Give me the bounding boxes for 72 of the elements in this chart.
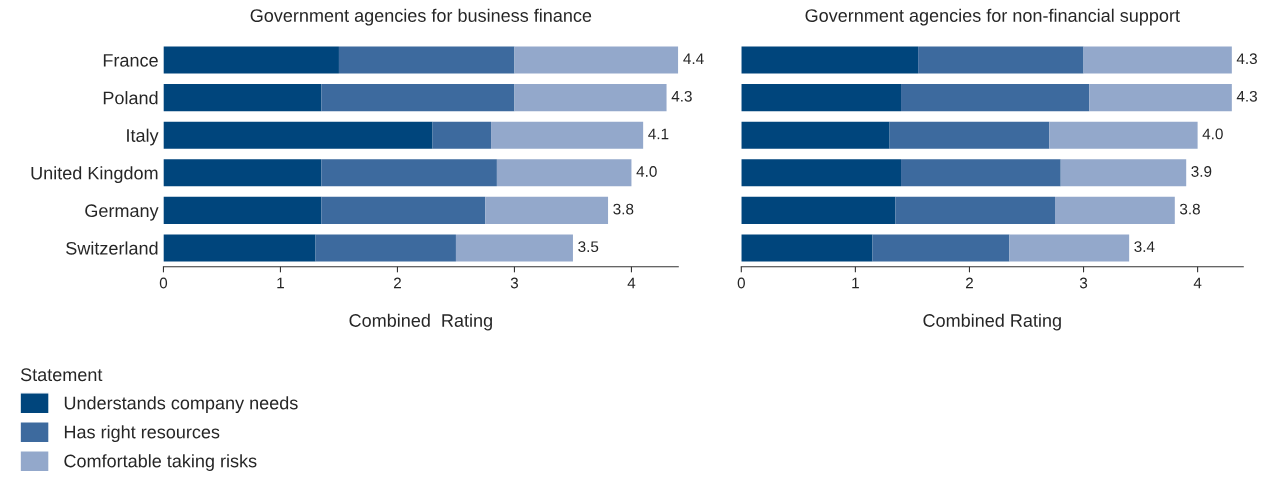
x-tick-label: 3	[1079, 277, 1088, 289]
bar	[514, 46, 679, 74]
bar	[514, 84, 667, 112]
total-label: 4.1	[648, 128, 669, 140]
legend-label: Understands company needs	[64, 396, 298, 414]
x-tick-label: 1	[852, 277, 859, 289]
bar	[1089, 84, 1232, 112]
legend-title: Statement	[20, 368, 103, 382]
x-tick-label: 4	[1193, 277, 1202, 289]
bar	[163, 234, 316, 262]
bar	[163, 159, 322, 187]
bar	[1009, 234, 1130, 262]
x-axis-title: Combined Rating	[923, 313, 1061, 331]
total-label: 4.0	[636, 166, 657, 177]
bar	[163, 46, 339, 74]
bar	[918, 46, 1084, 74]
x-axis-title: Combined Rating	[349, 313, 492, 331]
chart-title: Government agencies for business finance	[250, 8, 592, 26]
bar	[741, 196, 896, 224]
y-tick-label: Italy	[127, 128, 159, 146]
bar	[1083, 46, 1232, 74]
y-tick-label: Germany	[85, 204, 159, 221]
total-label: 3.9	[1191, 166, 1212, 177]
bar	[163, 84, 322, 112]
bar	[889, 121, 1050, 149]
bar	[163, 121, 433, 149]
total-label: 3.8	[1179, 203, 1200, 215]
x-tick-label: 2	[965, 277, 973, 289]
bar	[321, 196, 486, 224]
x-tick-label: 3	[510, 277, 519, 289]
bar	[1049, 121, 1198, 149]
bar	[455, 234, 573, 262]
bar	[741, 159, 902, 187]
legend-label: Has right resources	[64, 425, 220, 442]
total-label: 3.4	[1134, 241, 1155, 253]
bar	[872, 234, 1010, 262]
bar	[321, 159, 497, 187]
bar	[741, 46, 919, 74]
y-tick-label: France	[103, 54, 158, 67]
bar	[1055, 196, 1175, 224]
chart-title: Government agencies for non-financial support	[805, 8, 1180, 26]
bar	[338, 46, 515, 74]
x-tick-label: 2	[393, 277, 401, 289]
bar	[901, 84, 1090, 112]
bar	[163, 196, 322, 224]
total-label: 4.3	[671, 90, 692, 102]
bar	[321, 84, 515, 112]
bar	[432, 121, 492, 149]
bar	[496, 159, 632, 187]
total-label: 4.4	[683, 53, 704, 64]
x-tick-label: 0	[159, 277, 168, 289]
x-tick-label: 0	[737, 277, 745, 289]
total-label: 3.8	[613, 203, 634, 215]
x-tick-label: 4	[627, 277, 636, 289]
bar	[741, 84, 902, 112]
bar	[895, 196, 1056, 224]
bar	[741, 234, 873, 262]
total-label: 4.3	[1236, 53, 1257, 65]
total-label: 3.5	[578, 241, 599, 253]
bar	[1060, 159, 1187, 187]
bar	[741, 121, 890, 149]
y-tick-label: Switzerland	[66, 241, 158, 255]
x-tick-label: 1	[277, 277, 284, 289]
y-tick-label: Poland	[103, 91, 158, 105]
total-label: 4.3	[1236, 90, 1257, 102]
bar	[315, 234, 456, 262]
y-tick-label: United Kingdom	[31, 166, 158, 184]
total-label: 4.0	[1202, 128, 1223, 140]
bar	[901, 159, 1061, 187]
legend-label: Comfortable taking risks	[64, 454, 257, 471]
bar	[491, 121, 644, 149]
bar	[485, 196, 609, 224]
